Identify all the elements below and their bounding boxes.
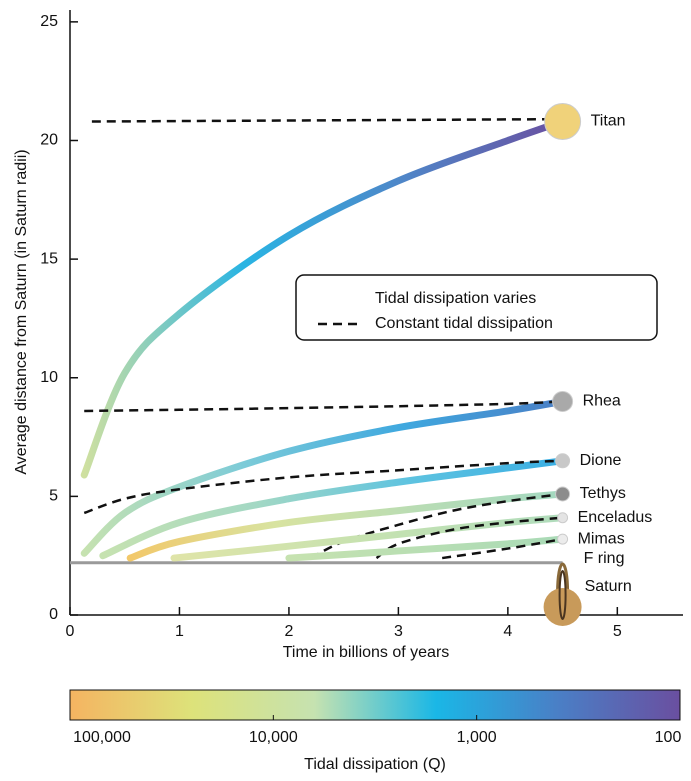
moon	[558, 534, 568, 544]
constant-curve	[92, 119, 563, 121]
x-tick-label: 1	[175, 623, 184, 640]
y-axis-label: Average distance from Saturn (in Saturn …	[13, 149, 30, 474]
x-tick-label: 0	[66, 623, 75, 640]
y-tick-label: 5	[49, 488, 58, 505]
x-tick-label: 3	[394, 623, 403, 640]
moon-label: Titan	[591, 113, 626, 130]
constant-curve	[84, 401, 562, 410]
moon-label: Rhea	[583, 393, 621, 410]
y-tick-label: 0	[49, 606, 58, 623]
f-ring-label: F ring	[584, 550, 625, 567]
moon	[558, 513, 568, 523]
colorbar-tick-label: 100,000	[73, 729, 131, 746]
colorbar-tick-label: 1,000	[457, 729, 497, 746]
y-tick-label: 25	[40, 13, 58, 30]
y-tick-label: 20	[40, 132, 58, 149]
colorbar-tick-label: 100	[655, 729, 682, 746]
x-tick-label: 2	[284, 623, 293, 640]
moon-label: Mimas	[578, 530, 625, 547]
x-tick-label: 5	[613, 623, 622, 640]
chart: Average distance from Saturn (in Saturn …	[0, 0, 691, 776]
y-tick-label: 15	[40, 250, 58, 267]
legend-label: Constant tidal dissipation	[375, 315, 553, 332]
moon-label: Enceladus	[578, 509, 653, 526]
x-tick-label: 4	[503, 623, 512, 640]
colorbar-tick-label: 10,000	[249, 729, 298, 746]
moon-label: Tethys	[580, 485, 626, 502]
moon	[556, 454, 570, 468]
colorbar	[70, 690, 680, 720]
moon	[545, 104, 581, 140]
x-axis-label: Time in billions of years	[283, 644, 450, 661]
moon	[553, 391, 573, 411]
legend-label: Tidal dissipation varies	[375, 290, 536, 307]
moon	[556, 487, 570, 501]
saturn-label: Saturn	[585, 578, 632, 595]
moon-label: Dione	[580, 452, 622, 469]
y-tick-label: 10	[40, 369, 58, 386]
colorbar-label: Tidal dissipation (Q)	[304, 756, 446, 773]
saturn	[544, 588, 582, 626]
